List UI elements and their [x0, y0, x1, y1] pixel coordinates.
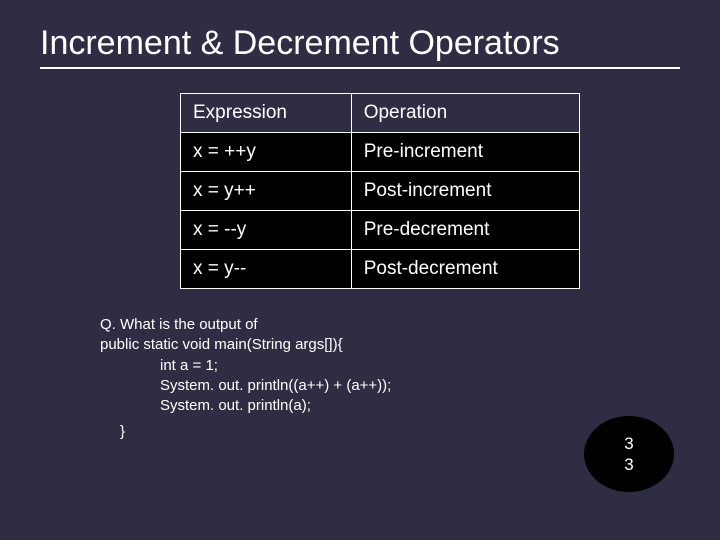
slide-title: Increment & Decrement Operators	[40, 24, 680, 63]
answer-line: 3	[624, 454, 633, 475]
table-header-row: Expression Operation	[181, 94, 580, 133]
cell-operation: Post-decrement	[351, 250, 579, 289]
slide: Increment & Decrement Operators Expressi…	[0, 0, 720, 540]
table-row: x = ++y Pre-increment	[181, 133, 580, 172]
question-line: Q. What is the output of	[100, 315, 680, 335]
table-row: x = y++ Post-increment	[181, 172, 580, 211]
cell-expression: x = ++y	[181, 133, 352, 172]
question-line: System. out. println(a);	[160, 396, 680, 416]
question-line: System. out. println((a++) + (a++));	[160, 376, 680, 396]
cell-expression: x = y--	[181, 250, 352, 289]
question-block: Q. What is the output of public static v…	[100, 315, 680, 443]
table-row: x = --y Pre-decrement	[181, 211, 580, 250]
cell-operation: Pre-increment	[351, 133, 579, 172]
col-expression: Expression	[181, 94, 352, 133]
cell-operation: Post-increment	[351, 172, 579, 211]
question-line: public static void main(String args[]){	[100, 335, 680, 355]
answer-line: 3	[624, 433, 633, 454]
cell-operation: Pre-decrement	[351, 211, 579, 250]
title-underline	[40, 67, 680, 69]
question-line: int a = 1;	[160, 356, 680, 376]
cell-expression: x = --y	[181, 211, 352, 250]
cell-expression: x = y++	[181, 172, 352, 211]
operators-table: Expression Operation x = ++y Pre-increme…	[180, 93, 580, 289]
table-row: x = y-- Post-decrement	[181, 250, 580, 289]
col-operation: Operation	[351, 94, 579, 133]
answer-oval: 3 3	[584, 416, 674, 492]
